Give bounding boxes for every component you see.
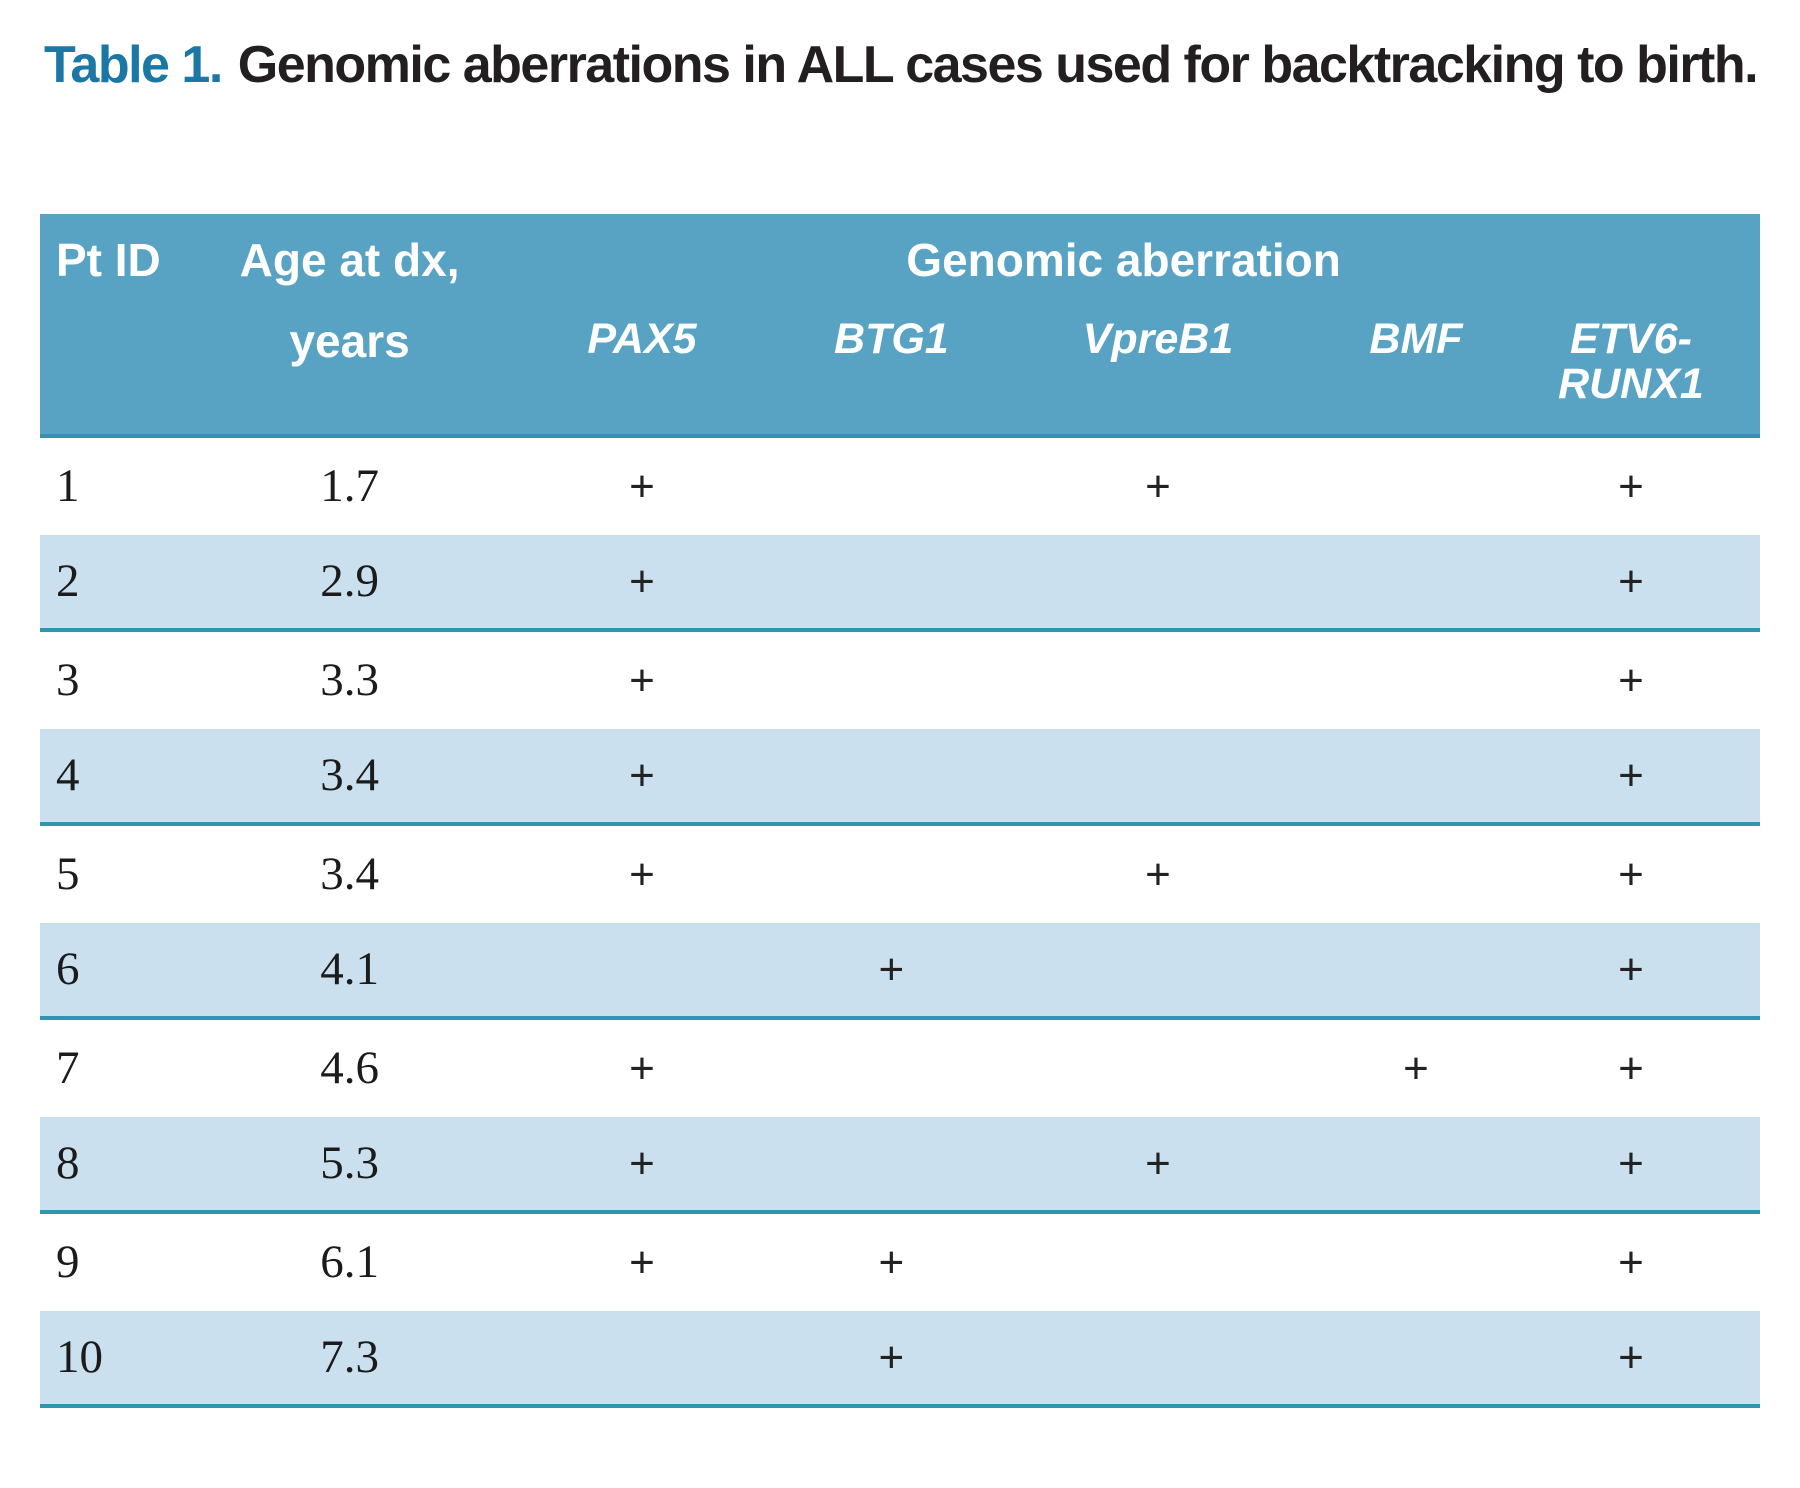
cell-pt-id: 4 bbox=[56, 749, 80, 801]
cell-pax5: + bbox=[629, 849, 655, 899]
table-row: 6 4.1 + + bbox=[40, 923, 1760, 1020]
data-table: Pt ID Age at dx, Genomic aberration year… bbox=[40, 214, 1760, 1408]
cell-etv6-runx1: + bbox=[1618, 750, 1644, 800]
cell-age: 5.3 bbox=[320, 1137, 379, 1189]
table-header: Pt ID Age at dx, Genomic aberration year… bbox=[40, 214, 1760, 438]
cell-pax5: + bbox=[629, 1237, 655, 1287]
table-title-text: Genomic aberrations in ALL cases used fo… bbox=[237, 36, 1759, 94]
cell-etv6-runx1: + bbox=[1618, 944, 1644, 994]
cell-btg1: + bbox=[878, 944, 905, 994]
cell-btg1: + bbox=[878, 1332, 905, 1382]
cell-pt-id: 2 bbox=[56, 555, 80, 607]
cell-age: 1.7 bbox=[320, 460, 379, 512]
cell-vpreb1: + bbox=[1145, 1138, 1171, 1188]
cell-etv6-runx1: + bbox=[1618, 1332, 1644, 1382]
cell-etv6-runx1: + bbox=[1618, 556, 1644, 606]
cell-btg1: + bbox=[878, 1237, 905, 1287]
cell-etv6-runx1: + bbox=[1618, 655, 1644, 705]
cell-pt-id: 6 bbox=[56, 943, 80, 995]
table-row: 4 3.4 + + bbox=[40, 729, 1760, 826]
table-row: 5 3.4 + + + bbox=[40, 826, 1760, 923]
col-header-etv6-runx1: ETV6- RUNX1 bbox=[1502, 315, 1760, 409]
table-row: 1 1.7 + + + bbox=[40, 438, 1760, 535]
cell-etv6-runx1: + bbox=[1618, 849, 1644, 899]
cell-etv6-runx1: + bbox=[1618, 1138, 1644, 1188]
cell-age: 4.1 bbox=[320, 943, 379, 995]
cell-age: 3.4 bbox=[320, 848, 379, 900]
table-row: 8 5.3 + + + bbox=[40, 1117, 1760, 1214]
table-row: 2 2.9 + + bbox=[40, 535, 1760, 632]
cell-pax5: + bbox=[629, 556, 655, 606]
cell-age: 7.3 bbox=[320, 1331, 379, 1383]
cell-etv6-runx1: + bbox=[1618, 1043, 1644, 1093]
cell-pax5: + bbox=[629, 655, 655, 705]
cell-age: 6.1 bbox=[320, 1236, 379, 1288]
cell-age: 3.4 bbox=[320, 749, 379, 801]
cell-etv6-runx1: + bbox=[1618, 461, 1644, 511]
cell-pt-id: 3 bbox=[56, 654, 80, 706]
cell-pt-id: 9 bbox=[56, 1236, 80, 1288]
col-header-age: Age at dx, bbox=[239, 234, 460, 286]
col-header-pt-id: Pt ID bbox=[56, 234, 161, 286]
table-row: 9 6.1 + + + bbox=[40, 1214, 1760, 1311]
cell-pt-id: 1 bbox=[56, 460, 80, 512]
table-row: 3 3.3 + + bbox=[40, 632, 1760, 729]
cell-bmf: + bbox=[1403, 1043, 1429, 1093]
table-title-label: Table 1. bbox=[44, 36, 223, 94]
col-header-bmf: BMF bbox=[1369, 315, 1463, 363]
cell-age: 4.6 bbox=[320, 1042, 379, 1094]
table-row: 10 7.3 + + bbox=[40, 1311, 1760, 1408]
col-header-etv6-line2: RUNX1 bbox=[1558, 360, 1704, 409]
cell-pax5: + bbox=[629, 1043, 655, 1093]
cell-pax5: + bbox=[629, 750, 655, 800]
table-row: 7 4.6 + + + bbox=[40, 1020, 1760, 1117]
cell-pax5: + bbox=[629, 1138, 655, 1188]
cell-vpreb1: + bbox=[1145, 461, 1171, 511]
cell-pt-id: 10 bbox=[56, 1331, 103, 1383]
cell-vpreb1: + bbox=[1145, 849, 1171, 899]
col-header-vpreb1: VpreB1 bbox=[1082, 315, 1234, 363]
col-header-btg1: BTG1 bbox=[834, 315, 949, 363]
cell-etv6-runx1: + bbox=[1618, 1237, 1644, 1287]
cell-pt-id: 5 bbox=[56, 848, 80, 900]
cell-age: 3.3 bbox=[320, 654, 379, 706]
table-title: Table 1. Genomic aberrations in ALL cases… bbox=[44, 34, 1760, 97]
cell-pax5: + bbox=[629, 461, 655, 511]
cell-pt-id: 7 bbox=[56, 1042, 80, 1094]
col-header-pax5: PAX5 bbox=[587, 315, 697, 363]
col-header-etv6-line1: ETV6- bbox=[1570, 315, 1692, 363]
col-header-group: Genomic aberration bbox=[906, 234, 1341, 286]
cell-age: 2.9 bbox=[320, 555, 379, 607]
cell-pt-id: 8 bbox=[56, 1137, 80, 1189]
col-header-age-units: years bbox=[289, 315, 410, 367]
